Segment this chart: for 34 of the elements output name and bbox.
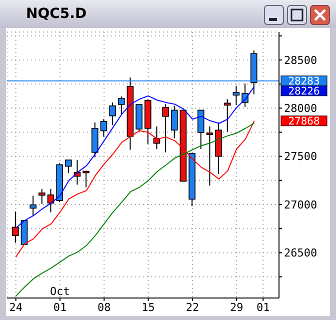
x-tick-label: 01	[256, 300, 270, 314]
candlestick	[38, 188, 46, 204]
candlestick	[170, 105, 178, 139]
chart-title: NQC5.D	[26, 6, 87, 22]
y-tick-label: 27500	[284, 150, 318, 164]
candlestick	[91, 122, 98, 158]
x-tick-label: 01	[53, 300, 67, 314]
candlestick	[162, 104, 169, 153]
candlestick	[232, 85, 240, 106]
candlestick	[206, 126, 214, 186]
candlestick	[12, 211, 19, 244]
x-tick-label: 08	[98, 300, 111, 314]
annotation: Oct	[50, 285, 70, 298]
y-tick-label: 26500	[284, 246, 318, 260]
line-series	[15, 120, 255, 258]
text: 27868	[288, 115, 320, 128]
candlestick	[82, 170, 90, 188]
ref-line-label: 28283	[288, 75, 320, 88]
x-tick-label: 29	[230, 300, 244, 314]
x-tick-label: 24	[9, 300, 23, 314]
candlestick	[109, 102, 116, 126]
candlestick	[30, 195, 36, 216]
x-tick-label: 15	[142, 300, 155, 314]
candlestick	[65, 159, 72, 174]
candlestick	[118, 96, 125, 115]
text: 28226	[288, 85, 320, 98]
candlestick	[224, 98, 231, 132]
candlestick	[197, 110, 204, 150]
y-tick-label: 28000	[284, 102, 318, 116]
x-tick-label: 22	[186, 300, 200, 314]
y-tick-label: 28500	[284, 54, 318, 67]
y-tick-label: 27000	[284, 198, 318, 212]
line-series	[15, 122, 255, 297]
candlestick	[100, 118, 108, 138]
